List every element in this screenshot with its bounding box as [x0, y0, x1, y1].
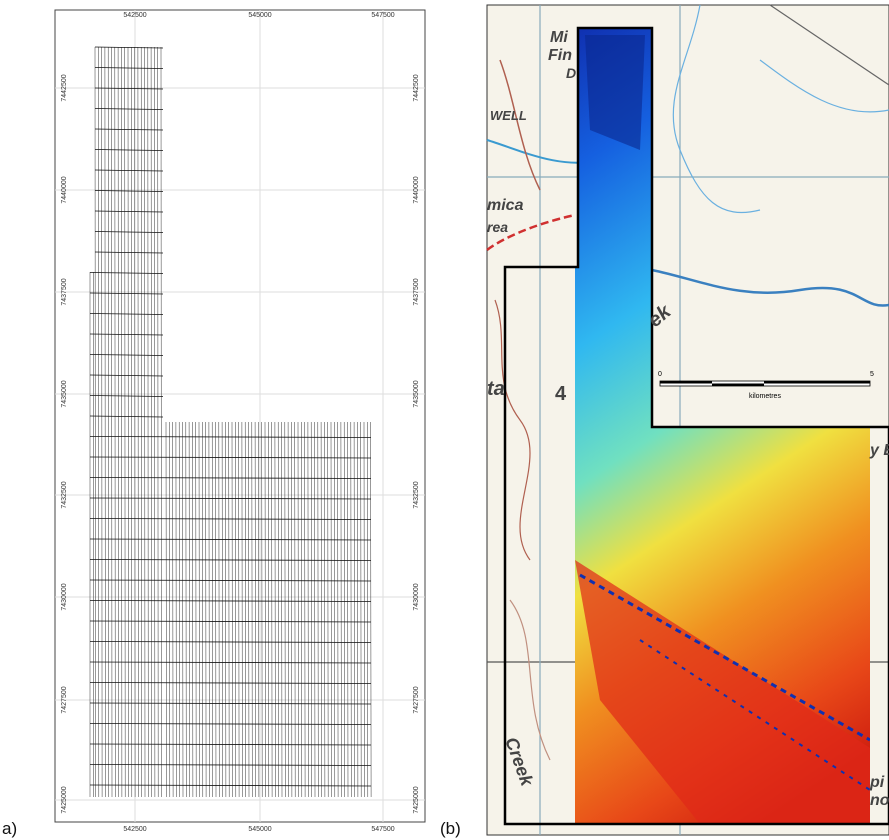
y-tick-label: 7430000: [413, 583, 420, 610]
y-tick-label: 7432500: [61, 481, 68, 508]
y-tick-label: 7437500: [61, 278, 68, 305]
panel-b: 0 5 kilometres MiFinDWELLmicareaekta4Cre…: [440, 0, 889, 840]
x-tick-label: 545000: [248, 12, 271, 19]
y-tick-label: 7427500: [61, 686, 68, 713]
x-tick-label: 547500: [371, 826, 394, 833]
y-tick-label: 7427500: [413, 686, 420, 713]
scale-end: 5: [870, 371, 874, 378]
y-tick-label: 7437500: [413, 278, 420, 305]
map-label: WELL: [490, 108, 527, 123]
x-tick-label: 547500: [371, 12, 394, 19]
y-tick-label: 7440000: [413, 176, 420, 203]
y-tick-label: 7425000: [61, 786, 68, 813]
x-tick-label: 545000: [248, 826, 271, 833]
y-tick-label: 7432500: [413, 481, 420, 508]
map-label: no: [870, 792, 889, 809]
scale-unit: kilometres: [749, 393, 781, 400]
map-label: mica: [487, 197, 524, 214]
map-label: 4: [555, 383, 567, 405]
figure: 542500 542500 545000 545000 547500 547500 7442…: [0, 0, 889, 840]
y-tick-label: 7442500: [61, 74, 68, 101]
x-tick-label: 542500: [123, 826, 146, 833]
map-label: Mi: [550, 29, 568, 46]
panel-label: (b): [440, 819, 461, 838]
map-label: D: [566, 65, 576, 81]
map-label: ta: [487, 378, 505, 400]
y-tick-label: 7425000: [413, 786, 420, 813]
y-tick-label: 7440000: [61, 176, 68, 203]
scale-seg: [712, 384, 764, 387]
scale-seg: [660, 381, 712, 384]
y-tick-label: 7430000: [61, 583, 68, 610]
panel-label: a): [2, 819, 17, 838]
page: {"panel_a": {"label": "a)", "x_ticks": […: [0, 0, 889, 840]
scale-start: 0: [658, 371, 662, 378]
map-label: Fin: [548, 47, 572, 64]
y-tick-label: 7442500: [413, 74, 420, 101]
map-label: pi: [869, 774, 885, 791]
map-label: rea: [487, 219, 508, 235]
y-tick-label: 7435000: [413, 380, 420, 407]
y-tick-label: 7435000: [61, 380, 68, 407]
scale-seg: [764, 381, 870, 384]
x-tick-label: 542500: [123, 12, 146, 19]
map-label: y E: [869, 442, 889, 459]
